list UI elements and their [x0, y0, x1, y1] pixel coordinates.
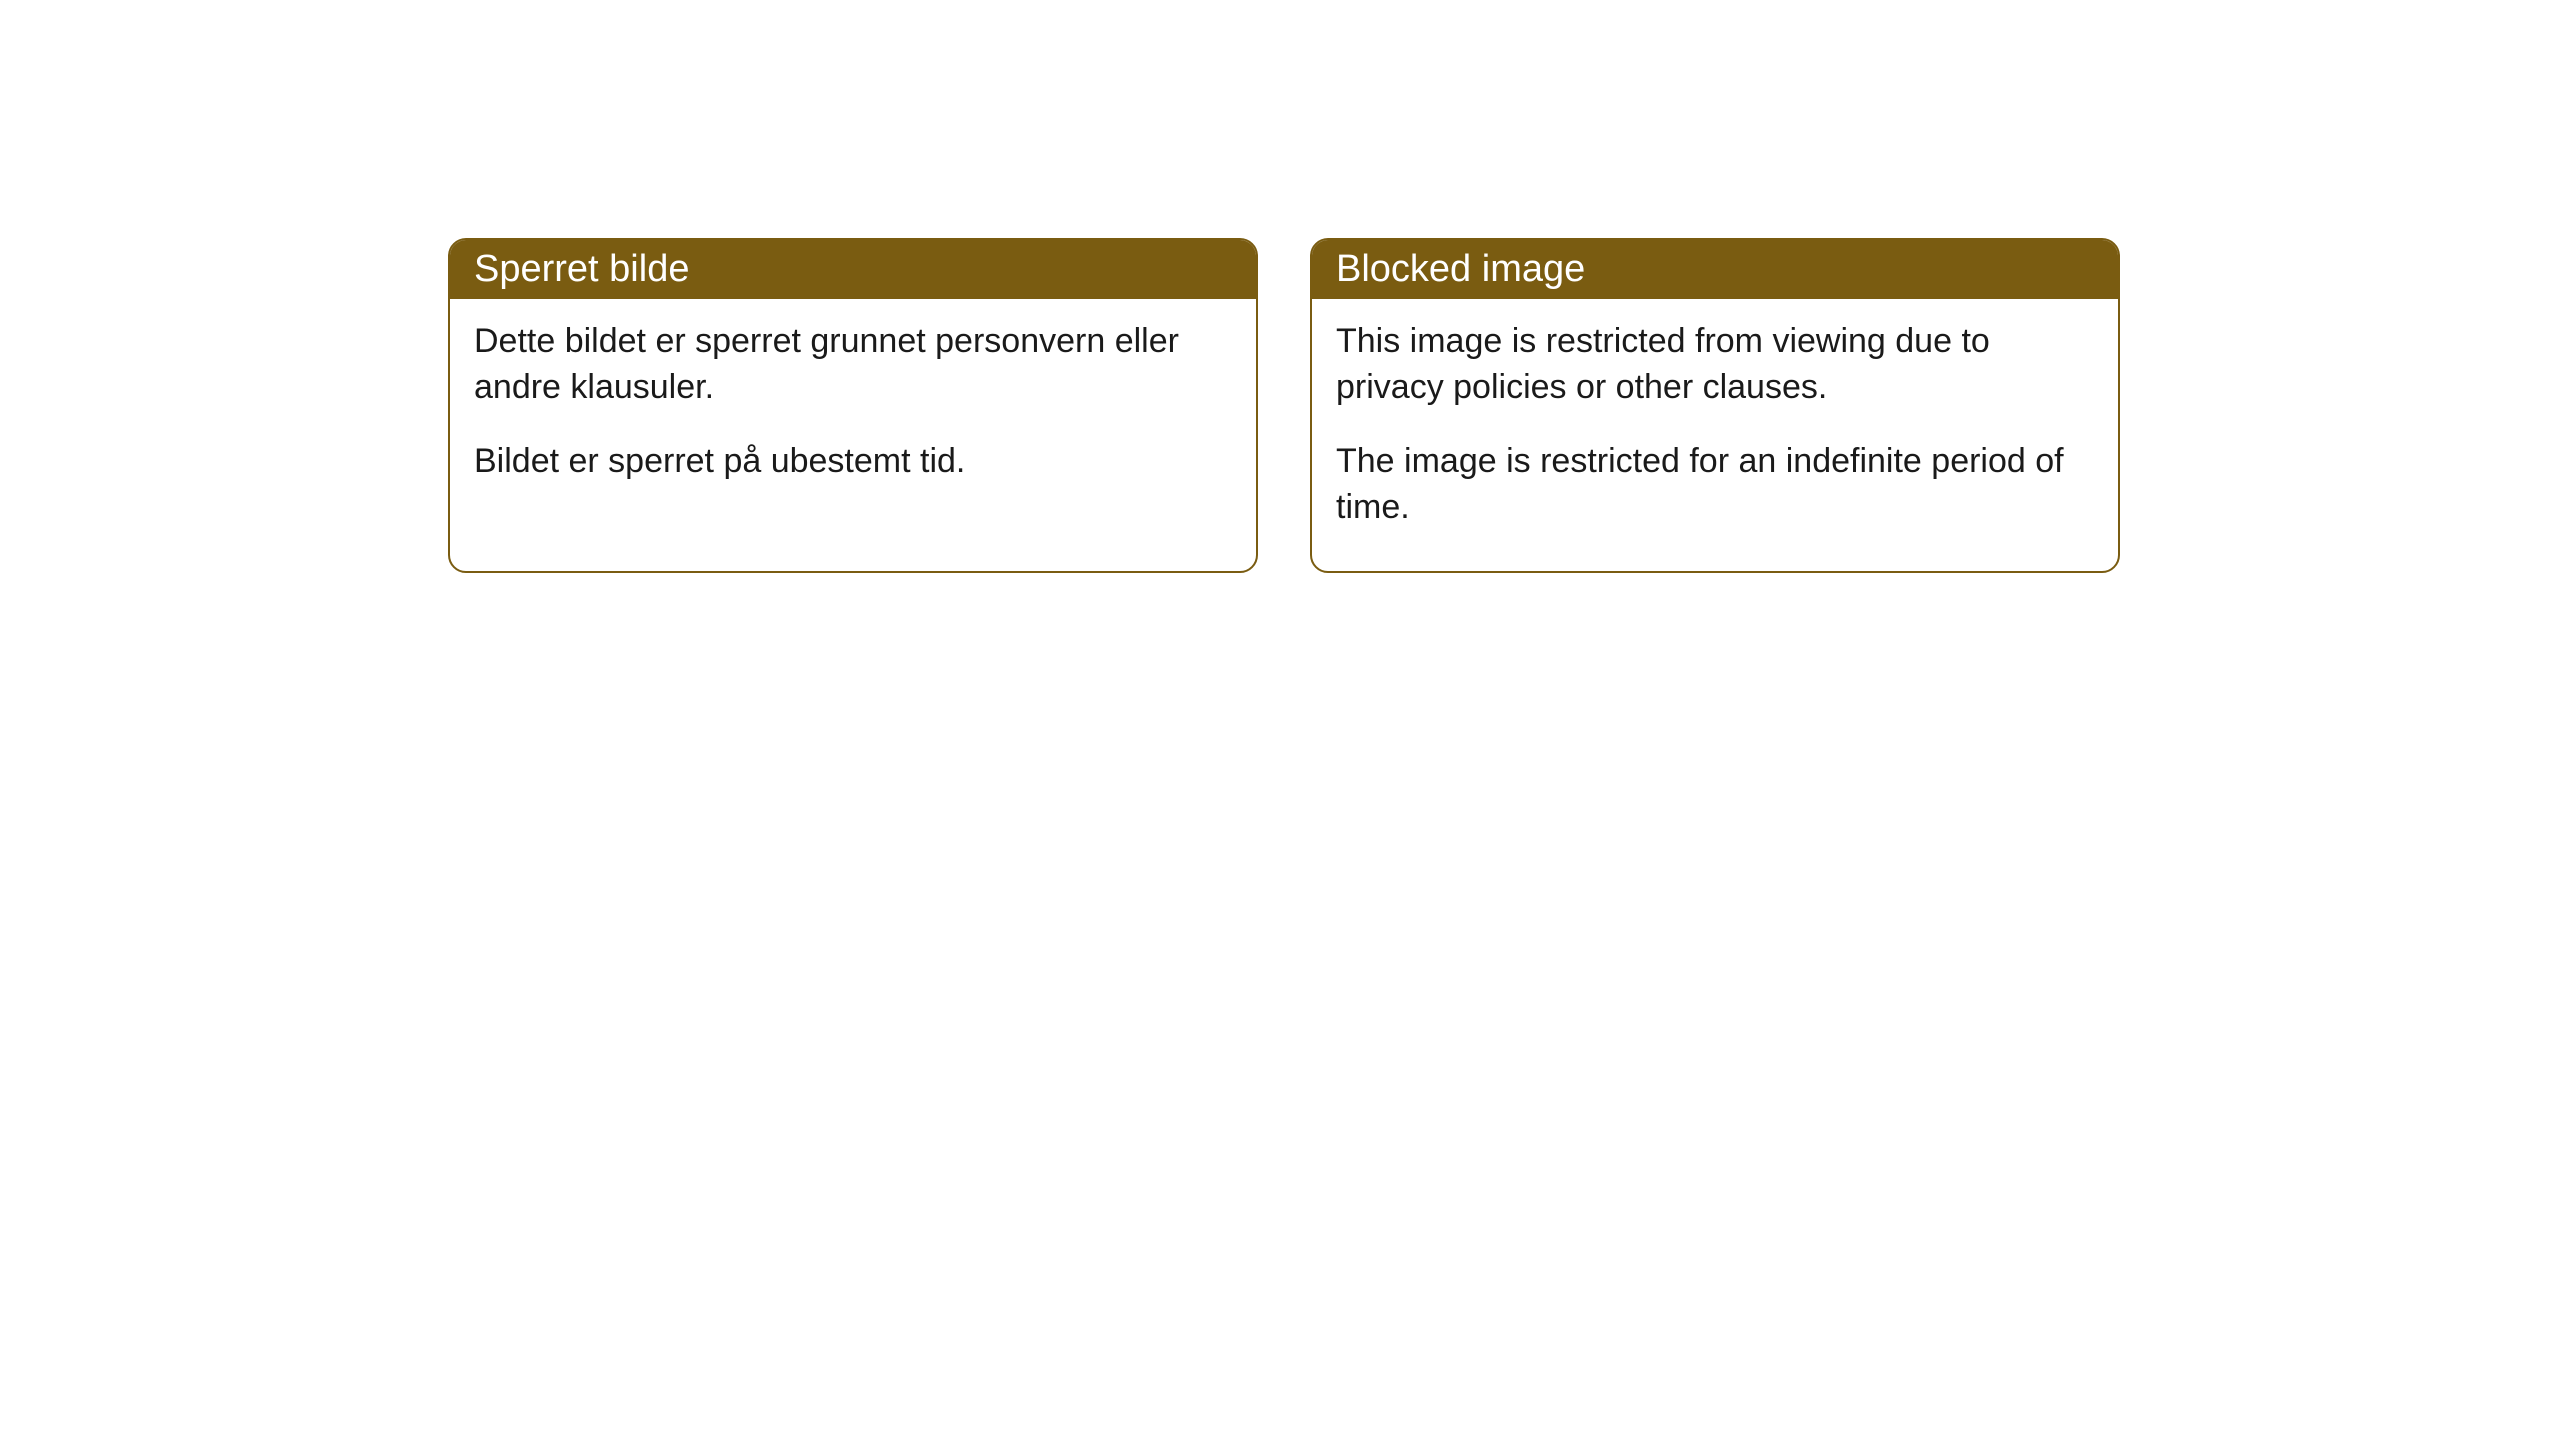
card-paragraph-1-en: This image is restricted from viewing du… — [1336, 319, 2094, 411]
card-body-en: This image is restricted from viewing du… — [1312, 299, 2118, 571]
card-header-no: Sperret bilde — [450, 240, 1256, 299]
cards-container: Sperret bilde Dette bildet er sperret gr… — [448, 238, 2120, 573]
card-body-no: Dette bildet er sperret grunnet personve… — [450, 299, 1256, 525]
card-header-en: Blocked image — [1312, 240, 2118, 299]
card-paragraph-1-no: Dette bildet er sperret grunnet personve… — [474, 319, 1232, 411]
card-paragraph-2-en: The image is restricted for an indefinit… — [1336, 439, 2094, 531]
card-paragraph-2-no: Bildet er sperret på ubestemt tid. — [474, 439, 1232, 485]
blocked-image-card-no: Sperret bilde Dette bildet er sperret gr… — [448, 238, 1258, 573]
blocked-image-card-en: Blocked image This image is restricted f… — [1310, 238, 2120, 573]
